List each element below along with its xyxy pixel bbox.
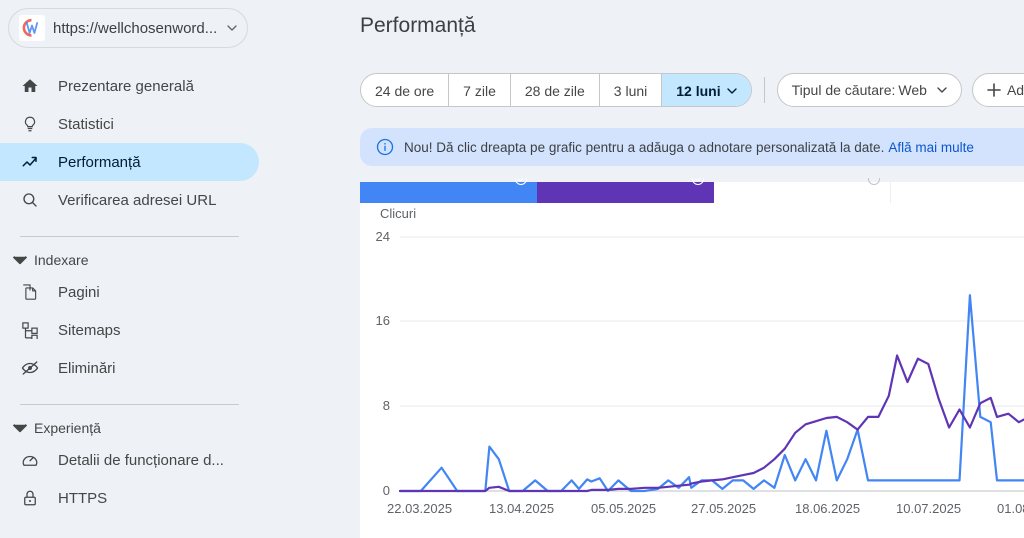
svg-text:13.04.2025: 13.04.2025 — [489, 501, 554, 516]
svg-text:16: 16 — [376, 313, 390, 328]
svg-text:10.07.2025: 10.07.2025 — [896, 501, 961, 516]
svg-text:0: 0 — [383, 483, 390, 498]
svg-text:27.05.2025: 27.05.2025 — [691, 501, 756, 516]
svg-text:18.06.2025: 18.06.2025 — [795, 501, 860, 516]
svg-text:24: 24 — [376, 229, 390, 244]
svg-text:22.03.2025: 22.03.2025 — [387, 501, 452, 516]
svg-text:01.08: 01.08 — [997, 501, 1024, 516]
svg-text:05.05.2025: 05.05.2025 — [591, 501, 656, 516]
svg-text:8: 8 — [383, 398, 390, 413]
